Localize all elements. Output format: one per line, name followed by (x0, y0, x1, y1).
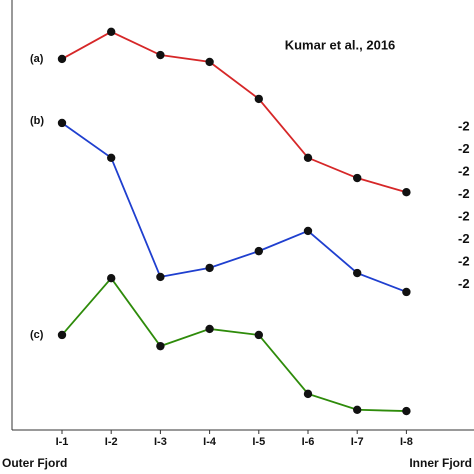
series-line (61, 276, 407, 412)
point (353, 405, 362, 414)
panel-label: (b) (30, 115, 44, 127)
point (156, 272, 165, 282)
point (205, 57, 214, 67)
right-tick-label: -2 (458, 231, 470, 246)
point (107, 153, 116, 163)
x-tick-label: I-8 (400, 436, 413, 448)
point (205, 324, 214, 334)
point (254, 246, 263, 256)
series-line (61, 30, 407, 194)
x-tick-label: I-3 (154, 436, 167, 448)
point (303, 226, 313, 236)
x-tick-label: I-6 (302, 436, 315, 448)
x-tick-label: I-5 (252, 436, 265, 448)
point (254, 94, 263, 104)
right-tick-label: -2 (458, 276, 470, 291)
point (303, 153, 313, 163)
point (205, 263, 214, 273)
point (402, 406, 411, 416)
point (254, 330, 263, 340)
annotation: Kumar et al., 2016 (285, 37, 396, 52)
point (57, 54, 67, 64)
point (402, 287, 411, 297)
x-tick-label: I-1 (56, 436, 69, 448)
point (303, 389, 313, 399)
point (353, 173, 362, 183)
right-tick-label: -2 (458, 163, 470, 178)
series-line (61, 122, 407, 293)
point (107, 274, 116, 283)
panel-label: (a) (30, 53, 44, 65)
point (57, 330, 67, 340)
x-tick-label: I-2 (105, 436, 118, 448)
right-tick-label: -2 (458, 208, 470, 223)
point (353, 268, 362, 278)
point (156, 341, 165, 351)
point (107, 27, 116, 37)
x-tick-label: I-4 (203, 436, 217, 448)
point (156, 50, 165, 60)
right-tick-label: -2 (458, 186, 470, 201)
right-tick-label: -2 (458, 118, 470, 133)
panel-label: (c) (30, 329, 44, 341)
right-tick-label: -2 (458, 141, 470, 156)
point (402, 188, 411, 197)
right-tick-label: -2 (458, 253, 470, 268)
x-end-label: Outer Fjord (2, 456, 67, 470)
x-tick-label: I-7 (351, 436, 364, 448)
point (57, 118, 67, 128)
x-end-label: Inner Fjord (409, 456, 472, 470)
